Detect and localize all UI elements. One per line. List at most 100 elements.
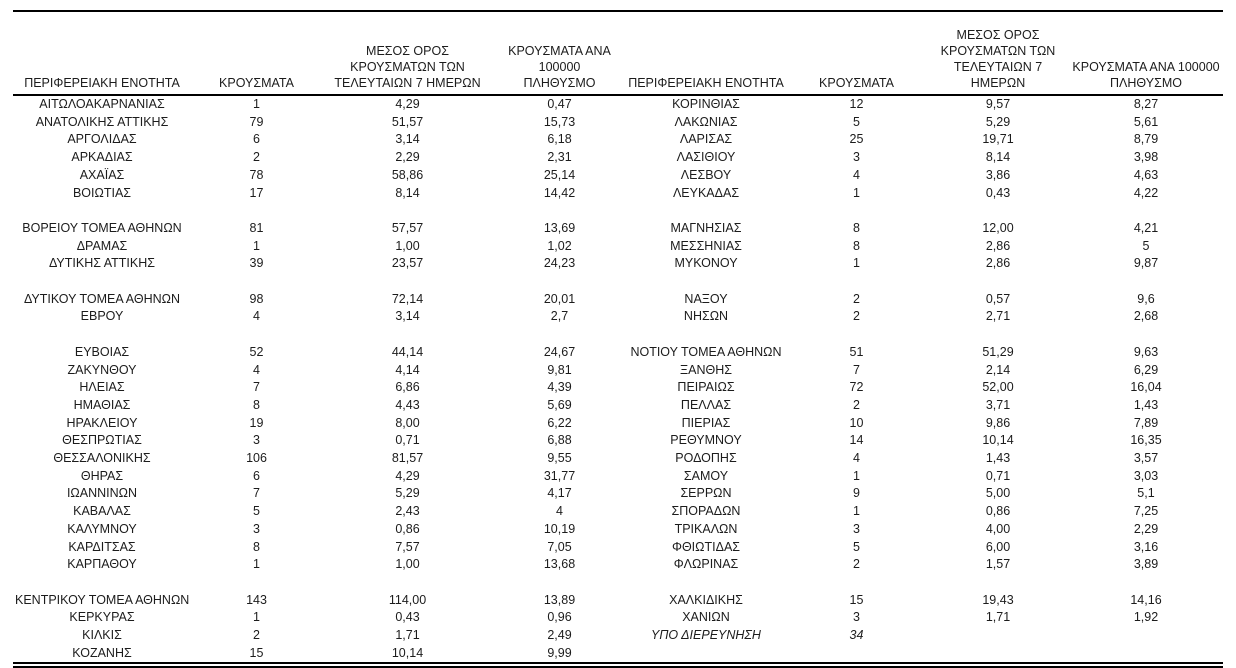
per100k-cell: 9,99 bbox=[547, 645, 572, 660]
region-name-cell: ΔΥΤΙΚΗΣ ΑΤΤΙΚΗΣ bbox=[49, 256, 155, 271]
cases-cell: 4 bbox=[853, 451, 860, 466]
spacer-row bbox=[13, 273, 1223, 291]
table-row: ΑΡΚΑΔΙΑΣ 2 2,29 2,31 ΛΑΣΙΘΙΟΥ 3 8,14 3,98 bbox=[13, 149, 1223, 167]
per100k-cell: 15,73 bbox=[543, 114, 576, 129]
region-name-cell: ΛΕΣΒΟΥ bbox=[680, 167, 732, 182]
cases-cell: 1 bbox=[253, 238, 260, 253]
region-name-cell: ΣΕΡΡΩΝ bbox=[680, 486, 732, 501]
region-name-cell: ΑΙΤΩΛΟΑΚΑΡΝΑΝΙΑΣ bbox=[39, 97, 165, 111]
region-name-cell: ΦΛΩΡΙΝΑΣ bbox=[673, 557, 739, 572]
region-name-cell: ΔΥΤΙΚΟΥ ΤΟΜΕΑ ΑΘΗΝΩΝ bbox=[23, 291, 181, 306]
avg7days-cell: 9,57 bbox=[985, 97, 1011, 111]
avg7days-cell: 2,29 bbox=[395, 150, 420, 165]
region-name-cell: ΚΑΒΑΛΑΣ bbox=[73, 504, 131, 519]
per100k-cell: 3,16 bbox=[1133, 539, 1159, 554]
per100k-cell: 14,42 bbox=[543, 185, 576, 200]
per100k-cell: 9,81 bbox=[547, 362, 572, 377]
per100k-cell: 1,92 bbox=[1133, 610, 1159, 625]
table-row: ΖΑΚΥΝΘΟΥ 4 4,14 9,81 ΞΑΝΘΗΣ 7 2,14 6,29 bbox=[13, 362, 1223, 380]
per100k-cell bbox=[1069, 645, 1223, 666]
avg7days-cell: 51,29 bbox=[982, 344, 1014, 359]
region-name-cell: ΤΡΙΚΑΛΩΝ bbox=[674, 521, 738, 536]
per100k-cell bbox=[1069, 326, 1223, 344]
per100k-cell: 9,87 bbox=[1133, 256, 1159, 271]
table-row: ΚΟΖΑΝΗΣ 15 10,14 9,99 bbox=[13, 645, 1223, 666]
avg7days-cell: 51,57 bbox=[391, 114, 424, 129]
table-row: ΔΥΤΙΚΟΥ ΤΟΜΕΑ ΑΘΗΝΩΝ 98 72,14 20,01 ΝΑΞΟΥ 2 0,… bbox=[13, 291, 1223, 309]
per100k-cell: 2,7 bbox=[550, 309, 569, 324]
cases-cell: 5 bbox=[253, 504, 260, 519]
avg7days-cell: 4,14 bbox=[395, 362, 420, 377]
avg7days-cell: 3,71 bbox=[985, 397, 1011, 412]
avg7days-cell: 57,57 bbox=[391, 220, 424, 235]
avg7days-cell: 3,86 bbox=[985, 167, 1011, 182]
table-row: ΕΒΡΟΥ 4 3,14 2,7 ΝΗΣΩΝ 2 2,71 2,68 bbox=[13, 308, 1223, 326]
table-row: ΗΛΕΙΑΣ 7 6,86 4,39 ΠΕΙΡΑΙΩΣ 72 52,00 16,04 bbox=[13, 379, 1223, 397]
region-name-cell: ΛΑΣΙΘΙΟΥ bbox=[676, 150, 736, 165]
per100k-cell: 3,03 bbox=[1133, 468, 1159, 483]
per100k-cell: 3,89 bbox=[1133, 557, 1159, 572]
per100k-cell: 16,04 bbox=[1130, 380, 1162, 395]
region-name-cell: ΚΕΝΤΡΙΚΟΥ ΤΟΜΕΑ ΑΘΗΝΩΝ bbox=[15, 592, 190, 607]
cases-cell: 3 bbox=[253, 433, 260, 448]
table-row: ΚΕΡΚΥΡΑΣ 1 0,43 0,96 ΧΑΝΙΩΝ 3 1,71 1,92 bbox=[13, 609, 1223, 627]
per100k-cell bbox=[493, 273, 626, 291]
region-name-cell: ΝΟΤΙΟΥ ΤΟΜΕΑ ΑΘΗΝΩΝ bbox=[630, 344, 782, 359]
avg7days-cell: 114,00 bbox=[388, 592, 427, 607]
avg7days-cell: 2,86 bbox=[985, 256, 1011, 271]
region-name-cell: ΠΕΛΛΑΣ bbox=[680, 397, 732, 412]
avg7days-cell bbox=[927, 202, 1069, 220]
avg7days-cell: 0,71 bbox=[985, 468, 1011, 483]
table-row: ΗΡΑΚΛΕΙΟΥ 19 8,00 6,22 ΠΙΕΡΙΑΣ 10 9,86 7,89 bbox=[13, 415, 1223, 433]
cases-cell: 1 bbox=[253, 557, 260, 572]
cases-cell: 51 bbox=[849, 344, 864, 359]
cases-cell: 81 bbox=[249, 220, 264, 235]
avg7days-cell: 4,43 bbox=[395, 397, 420, 412]
cases-cell bbox=[786, 574, 927, 592]
cases-cell: 2 bbox=[853, 557, 860, 572]
avg7days-cell bbox=[322, 574, 493, 592]
region-name-cell: ΗΡΑΚΛΕΙΟΥ bbox=[66, 415, 138, 430]
region-name-cell: ΘΕΣΠΡΩΤΙΑΣ bbox=[62, 433, 142, 448]
cases-cell: 8 bbox=[253, 397, 260, 412]
region-name-cell: ΕΒΡΟΥ bbox=[80, 309, 124, 324]
per100k-cell: 9,6 bbox=[1137, 291, 1155, 306]
table-row: ΒΟΡΕΙΟΥ ΤΟΜΕΑ ΑΘΗΝΩΝ 81 57,57 13,69 ΜΑΓΝΗΣΙΑ… bbox=[13, 220, 1223, 238]
spacer-row bbox=[13, 326, 1223, 344]
per100k-cell: 8,79 bbox=[1133, 132, 1159, 147]
cases-cell: 79 bbox=[249, 114, 264, 129]
region-name-cell bbox=[13, 574, 191, 592]
region-name-cell: ΒΟΡΕΙΟΥ ΤΟΜΕΑ ΑΘΗΝΩΝ bbox=[22, 220, 182, 235]
cases-cell: 34 bbox=[849, 628, 864, 643]
col-header-avg7days-left: ΜΕΣΟΣ ΟΡΟΣ ΚΡΟΥΣΜΑΤΩΝ ΤΩΝ ΤΕΛΕΥΤΑΙΩΝ 7 Η… bbox=[322, 11, 493, 96]
avg7days-cell bbox=[927, 273, 1069, 291]
spacer-row bbox=[13, 574, 1223, 592]
per100k-cell: 8,27 bbox=[1133, 97, 1159, 111]
table-row: ΘΕΣΣΑΛΟΝΙΚΗΣ 106 81,57 9,55 ΡΟΔΟΠΗΣ 4 1,43 3,57 bbox=[13, 450, 1223, 468]
avg7days-cell: 0,57 bbox=[985, 291, 1011, 306]
cases-cell: 4 bbox=[253, 362, 260, 377]
region-name-cell: ΑΝΑΤΟΛΙΚΗΣ ΑΤΤΙΚΗΣ bbox=[35, 114, 169, 129]
per100k-cell: 4,22 bbox=[1133, 185, 1159, 200]
cases-cell: 7 bbox=[253, 380, 260, 395]
table-row: ΚΑΡΔΙΤΣΑΣ 8 7,57 7,05 ΦΘΙΩΤΙΔΑΣ 5 6,00 3,16 bbox=[13, 539, 1223, 557]
per100k-cell: 3,98 bbox=[1133, 150, 1159, 165]
cases-cell bbox=[786, 645, 927, 666]
region-name-cell: ΧΑΛΚΙΔΙΚΗΣ bbox=[669, 592, 743, 607]
cases-cell: 143 bbox=[246, 592, 267, 607]
per100k-cell: 5 bbox=[1142, 238, 1150, 253]
per100k-cell: 14,16 bbox=[1130, 592, 1162, 607]
avg7days-cell: 81,57 bbox=[391, 451, 424, 466]
avg7days-cell bbox=[322, 326, 493, 344]
cases-cell: 2 bbox=[253, 150, 260, 165]
cases-cell: 15 bbox=[849, 592, 864, 607]
avg7days-cell: 2,86 bbox=[985, 238, 1011, 253]
avg7days-cell: 2,71 bbox=[985, 309, 1011, 324]
region-name-cell: ΧΑΝΙΩΝ bbox=[682, 610, 730, 625]
spacer-row bbox=[13, 202, 1223, 220]
table-row: ΚΑΒΑΛΑΣ 5 2,43 4 ΣΠΟΡΑΔΩΝ 1 0,86 7,25 bbox=[13, 503, 1223, 521]
per100k-cell: 13,69 bbox=[543, 220, 576, 235]
avg7days-cell: 3,14 bbox=[395, 132, 420, 147]
cases-cell bbox=[786, 326, 927, 344]
